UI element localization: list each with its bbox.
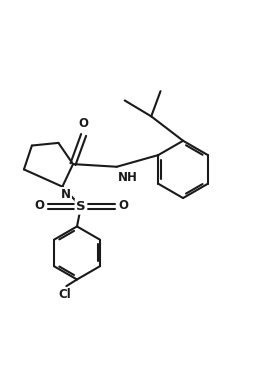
Text: N: N [61, 188, 71, 201]
Text: O: O [35, 199, 45, 212]
Text: S: S [76, 200, 86, 213]
Text: NH: NH [118, 171, 138, 184]
Text: O: O [118, 199, 128, 212]
Text: Cl: Cl [59, 287, 71, 301]
Text: O: O [79, 117, 89, 130]
